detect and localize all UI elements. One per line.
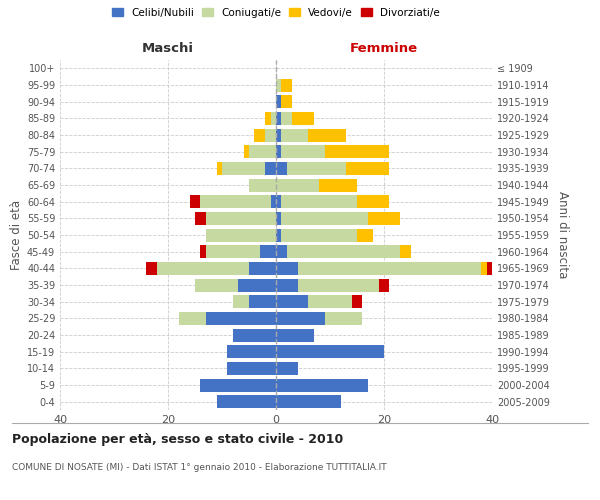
Bar <box>276 245 287 258</box>
Bar <box>227 362 276 375</box>
Bar <box>190 195 200 208</box>
Bar <box>254 128 265 141</box>
Bar <box>200 245 206 258</box>
Bar <box>298 278 379 291</box>
Bar <box>206 212 276 225</box>
Bar <box>281 195 357 208</box>
Bar <box>276 378 368 392</box>
Bar <box>325 145 389 158</box>
Bar <box>276 128 281 141</box>
Bar <box>276 195 281 208</box>
Bar <box>357 195 389 208</box>
Y-axis label: Anni di nascita: Anni di nascita <box>556 192 569 278</box>
Bar <box>276 295 308 308</box>
Bar <box>244 145 249 158</box>
Bar <box>206 245 260 258</box>
Bar <box>487 262 497 275</box>
Bar <box>276 95 281 108</box>
Bar <box>265 162 276 175</box>
Y-axis label: Fasce di età: Fasce di età <box>10 200 23 270</box>
Bar <box>276 312 325 325</box>
Bar <box>276 162 287 175</box>
Bar <box>287 245 400 258</box>
Bar <box>281 78 292 92</box>
Bar <box>217 162 222 175</box>
Bar <box>281 112 292 125</box>
Bar <box>276 145 281 158</box>
Bar <box>265 112 271 125</box>
Bar <box>368 212 400 225</box>
Bar <box>276 212 281 225</box>
Bar <box>157 262 249 275</box>
Bar <box>249 145 276 158</box>
Bar <box>271 112 276 125</box>
Bar <box>146 262 157 275</box>
Bar <box>352 295 362 308</box>
Bar <box>281 128 308 141</box>
Bar <box>206 228 276 241</box>
Bar <box>281 228 357 241</box>
Bar <box>325 312 362 325</box>
Bar <box>287 162 346 175</box>
Bar <box>195 212 206 225</box>
Bar <box>200 378 276 392</box>
Bar <box>206 312 276 325</box>
Bar <box>227 345 276 358</box>
Bar <box>281 95 292 108</box>
Bar <box>217 395 276 408</box>
Bar <box>260 245 276 258</box>
Bar <box>357 228 373 241</box>
Bar <box>308 295 352 308</box>
Text: Femmine: Femmine <box>350 42 418 55</box>
Bar <box>249 178 276 192</box>
Bar <box>233 295 249 308</box>
Bar <box>276 78 281 92</box>
Bar <box>195 278 238 291</box>
Legend: Celibi/Nubili, Coniugati/e, Vedovi/e, Divorziati/e: Celibi/Nubili, Coniugati/e, Vedovi/e, Di… <box>112 8 440 18</box>
Bar <box>400 245 411 258</box>
Bar <box>276 112 281 125</box>
Bar <box>298 262 481 275</box>
Bar <box>276 178 319 192</box>
Bar <box>276 228 281 241</box>
Bar <box>222 162 265 175</box>
Bar <box>308 128 346 141</box>
Bar <box>179 312 206 325</box>
Bar <box>281 145 325 158</box>
Bar <box>276 345 384 358</box>
Bar <box>379 278 389 291</box>
Bar <box>276 278 298 291</box>
Bar <box>249 295 276 308</box>
Bar <box>276 262 298 275</box>
Bar <box>200 195 271 208</box>
Text: Popolazione per età, sesso e stato civile - 2010: Popolazione per età, sesso e stato civil… <box>12 432 343 446</box>
Bar <box>481 262 487 275</box>
Bar <box>281 212 368 225</box>
Bar <box>265 128 276 141</box>
Bar <box>292 112 314 125</box>
Bar <box>276 328 314 342</box>
Bar <box>249 262 276 275</box>
Text: Maschi: Maschi <box>142 42 194 55</box>
Bar <box>233 328 276 342</box>
Bar <box>319 178 357 192</box>
Text: COMUNE DI NOSATE (MI) - Dati ISTAT 1° gennaio 2010 - Elaborazione TUTTITALIA.IT: COMUNE DI NOSATE (MI) - Dati ISTAT 1° ge… <box>12 462 386 471</box>
Bar <box>276 362 298 375</box>
Bar <box>346 162 389 175</box>
Bar <box>238 278 276 291</box>
Bar <box>271 195 276 208</box>
Bar <box>276 395 341 408</box>
